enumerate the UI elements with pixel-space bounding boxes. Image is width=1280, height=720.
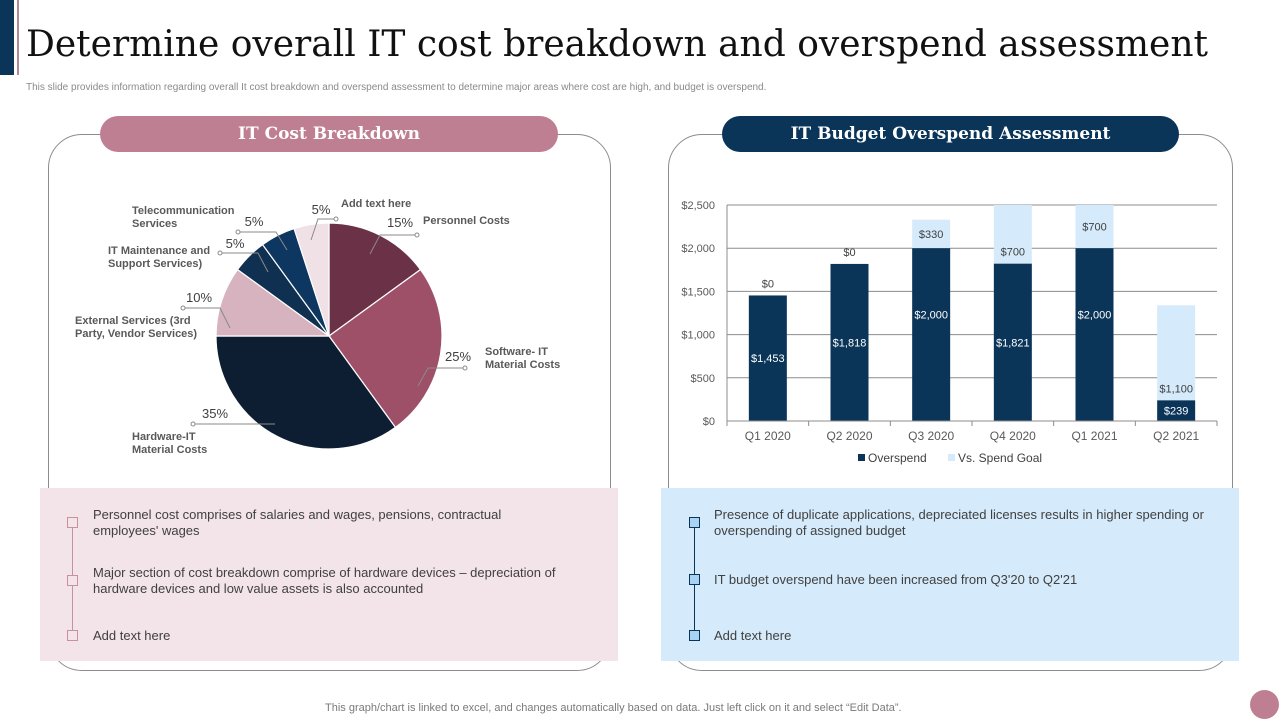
pie-percent-label: 35% [202, 406, 228, 421]
note-item: Add text here [93, 628, 171, 643]
bar-overspend[interactable] [830, 263, 869, 421]
bar-spend-goal[interactable] [993, 205, 1032, 264]
leader-dot [235, 229, 241, 235]
overspend-bar-chart[interactable]: $0 $500 $1,000 $1,500 $2,000 $2,500 $1,453 $0 Q1… [660, 180, 1240, 480]
leader-line [238, 231, 288, 251]
bar-value-label: $1,818 [833, 337, 867, 349]
legend-label: Overspend [868, 451, 927, 465]
bullet-box-icon [67, 630, 78, 641]
bar-overspend[interactable] [1157, 400, 1196, 421]
pie-percent-label: 25% [445, 349, 471, 364]
footer-note: This graph/chart is linked to excel, and… [325, 702, 902, 714]
bar-value-label: $1,453 [751, 353, 785, 365]
x-tick-label: Q2 2020 [826, 429, 872, 443]
pie-slice[interactable] [215, 268, 331, 337]
note-item: Major section of cost breakdown comprise… [93, 565, 556, 596]
cost-breakdown-heading: IT Cost Breakdown [100, 116, 558, 152]
x-tick-label: Q3 2020 [908, 429, 954, 443]
note-item: IT budget overspend have been increased … [714, 572, 1078, 587]
pie-percent-label: 15% [387, 215, 413, 230]
y-tick-label: $1,500 [681, 286, 715, 298]
pie-percent-label: 5% [245, 214, 264, 229]
leader-dot [190, 421, 196, 427]
cost-breakdown-pie-chart[interactable]: 15% Personnel Costs 25% Software- IT Materia… [0, 0, 640, 480]
legend-swatch [948, 454, 955, 461]
bar-value-label: $239 [1164, 405, 1188, 417]
pie-percent-label: 10% [186, 290, 212, 305]
bar-value-label: $1,100 [1159, 383, 1193, 395]
title-accent-bar [0, 0, 14, 75]
leader-dot [462, 365, 468, 371]
cost-breakdown-notes: Personnel cost comprises of salaries and… [40, 488, 618, 661]
leader-dot [217, 250, 223, 256]
note-item: Add text here [714, 628, 792, 643]
bullet-box-icon [67, 575, 78, 586]
pie-category-label: Personnel Costs [423, 215, 510, 227]
page-subtitle: This slide provides information regardin… [26, 82, 767, 93]
x-tick-label: Q1 2020 [745, 429, 791, 443]
bar-overspend[interactable] [1075, 248, 1114, 421]
leader-dot [180, 305, 186, 311]
overspend-heading: IT Budget Overspend Assessment [722, 116, 1179, 152]
bar-value-label: $700 [1001, 247, 1025, 259]
bar-value-label: $0 [843, 247, 855, 259]
title-accent-line [17, 0, 19, 75]
note-item: Presence of duplicate applications, depr… [714, 507, 1204, 538]
note-item: Personnel cost comprises of salaries and… [93, 507, 502, 538]
pie-category-label: External Services (3rd Party, Vendor Serv… [75, 315, 197, 340]
leader-dot [414, 232, 420, 238]
pie-category-label: Add text here [341, 198, 411, 210]
pie-slice[interactable] [293, 222, 330, 337]
bar-spend-goal[interactable] [912, 219, 951, 249]
bar-value-label: $1,821 [996, 337, 1030, 349]
x-tick-label: Q4 2020 [990, 429, 1036, 443]
bar-value-label: $700 [1082, 222, 1106, 234]
y-tick-label: $500 [691, 373, 715, 385]
circle-decoration [1250, 690, 1279, 719]
leader-dot [333, 216, 339, 222]
pie-category-label: Telecommunication Services [132, 205, 235, 230]
bullet-box-icon [689, 517, 700, 528]
leader-line [310, 218, 336, 241]
pie-category-label: Hardware-IT Material Costs [132, 431, 207, 456]
page-title: Determine overall IT cost breakdown and … [26, 24, 1209, 65]
bullet-box-icon [689, 630, 700, 641]
pie-percent-label: 5% [312, 202, 331, 217]
x-tick-label: Q2 2021 [1153, 429, 1199, 443]
pie-category-label: IT Maintenance and Support Services) [108, 245, 210, 270]
overspend-notes: Presence of duplicate applications, depr… [661, 488, 1239, 661]
leader-line [220, 252, 269, 273]
pie-percent-label: 5% [226, 236, 245, 251]
bar-spend-goal[interactable] [1157, 305, 1196, 401]
bar-overspend[interactable] [912, 248, 951, 421]
bar-value-label: $330 [919, 229, 943, 241]
leader-line [183, 307, 231, 329]
pie-category-label: Software- IT Material Costs [485, 346, 560, 371]
y-tick-label: $2,000 [681, 243, 715, 255]
bullet-box-icon [689, 574, 700, 585]
bar-value-label: $2,000 [914, 310, 948, 322]
bar-value-label: $2,000 [1078, 310, 1112, 322]
bar-value-label: $0 [762, 278, 774, 290]
pie-slice[interactable] [215, 335, 397, 450]
legend-swatch [858, 454, 865, 461]
y-tick-label: $2,500 [681, 200, 715, 212]
pie-slice[interactable] [328, 268, 443, 429]
bar-overspend[interactable] [993, 263, 1032, 421]
leader-line [369, 234, 417, 255]
y-tick-label: $1,000 [681, 330, 715, 342]
leader-line [417, 367, 465, 387]
bar-spend-goal[interactable] [1075, 205, 1114, 249]
legend-label: Vs. Spend Goal [958, 451, 1042, 465]
bar-overspend[interactable] [748, 295, 787, 421]
bullet-box-icon [67, 517, 78, 528]
x-tick-label: Q1 2021 [1071, 429, 1117, 443]
y-tick-label: $0 [703, 416, 715, 428]
